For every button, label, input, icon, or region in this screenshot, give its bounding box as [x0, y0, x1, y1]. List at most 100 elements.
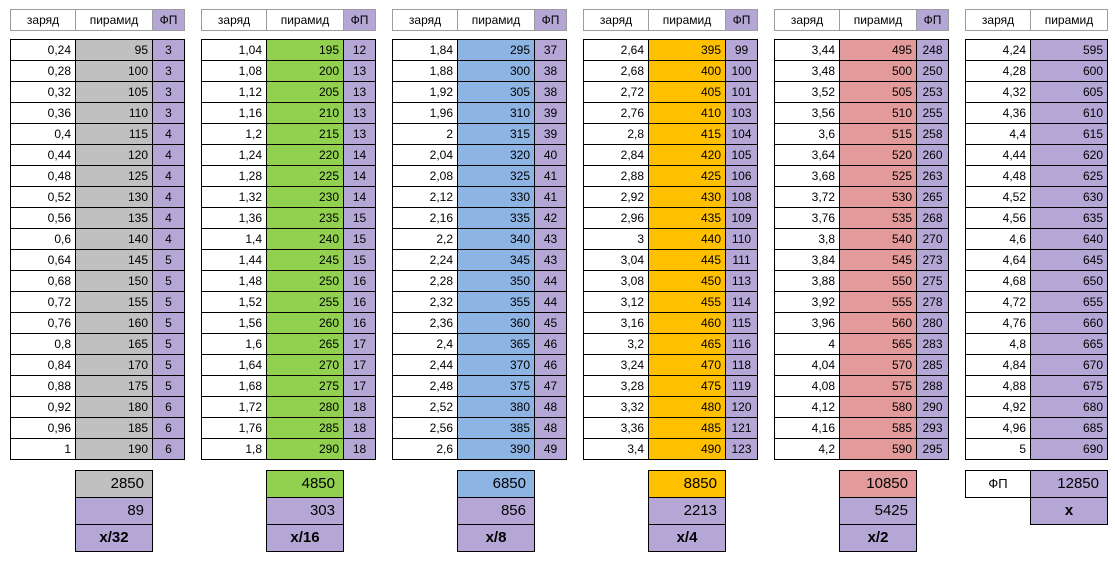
cell-piramid[interactable]: 455 — [648, 291, 726, 313]
cell-fp[interactable]: 270 — [916, 228, 949, 250]
summary-fp[interactable]: 856 — [457, 497, 535, 525]
cell-fp[interactable]: 18 — [343, 396, 376, 418]
cell-fp[interactable]: 114 — [725, 291, 758, 313]
cell-fp[interactable]: 100 — [725, 60, 758, 82]
cell-fp[interactable]: 4 — [152, 144, 185, 166]
cell-fp[interactable]: 103 — [725, 102, 758, 124]
cell-piramid[interactable]: 690 — [1030, 438, 1108, 460]
cell-fp[interactable]: 41 — [534, 165, 567, 187]
cell-zaryad[interactable]: 1,92 — [392, 81, 458, 103]
cell-zaryad[interactable]: 1,56 — [201, 312, 267, 334]
cell-zaryad[interactable]: 1,8 — [201, 438, 267, 460]
cell-fp[interactable]: 45 — [534, 312, 567, 334]
cell-fp[interactable]: 44 — [534, 270, 567, 292]
cell-piramid[interactable]: 100 — [75, 60, 153, 82]
summary-ratio[interactable]: x — [1030, 497, 1108, 525]
cell-zaryad[interactable]: 3 — [583, 228, 649, 250]
cell-fp[interactable]: 4 — [152, 207, 185, 229]
summary-fp[interactable]: 89 — [75, 497, 153, 525]
cell-zaryad[interactable]: 4 — [774, 333, 840, 355]
cell-piramid[interactable]: 515 — [839, 123, 917, 145]
cell-piramid[interactable]: 430 — [648, 186, 726, 208]
cell-piramid[interactable]: 230 — [266, 186, 344, 208]
cell-fp[interactable]: 4 — [152, 165, 185, 187]
cell-fp[interactable]: 44 — [534, 291, 567, 313]
cell-zaryad[interactable]: 0,36 — [10, 102, 76, 124]
cell-piramid[interactable]: 615 — [1030, 123, 1108, 145]
cell-piramid[interactable]: 585 — [839, 417, 917, 439]
cell-zaryad[interactable]: 3,12 — [583, 291, 649, 313]
cell-fp[interactable]: 43 — [534, 228, 567, 250]
cell-piramid[interactable]: 520 — [839, 144, 917, 166]
cell-fp[interactable]: 106 — [725, 165, 758, 187]
cell-zaryad[interactable]: 2,96 — [583, 207, 649, 229]
cell-fp[interactable]: 39 — [534, 123, 567, 145]
cell-fp[interactable]: 110 — [725, 228, 758, 250]
cell-zaryad[interactable]: 3,48 — [774, 60, 840, 82]
cell-zaryad[interactable]: 4,08 — [774, 375, 840, 397]
cell-fp[interactable]: 118 — [725, 354, 758, 376]
summary-total[interactable]: 12850 — [1030, 470, 1108, 498]
cell-piramid[interactable]: 130 — [75, 186, 153, 208]
cell-fp[interactable]: 5 — [152, 354, 185, 376]
cell-fp[interactable]: 38 — [534, 60, 567, 82]
cell-piramid[interactable]: 310 — [457, 102, 535, 124]
cell-piramid[interactable]: 400 — [648, 60, 726, 82]
cell-piramid[interactable]: 315 — [457, 123, 535, 145]
cell-zaryad[interactable]: 2,4 — [392, 333, 458, 355]
cell-fp[interactable]: 5 — [152, 270, 185, 292]
cell-zaryad[interactable]: 2,8 — [583, 123, 649, 145]
cell-piramid[interactable]: 325 — [457, 165, 535, 187]
cell-piramid[interactable]: 220 — [266, 144, 344, 166]
cell-zaryad[interactable]: 4,2 — [774, 438, 840, 460]
cell-piramid[interactable]: 605 — [1030, 81, 1108, 103]
cell-fp[interactable]: 13 — [343, 60, 376, 82]
cell-piramid[interactable]: 215 — [266, 123, 344, 145]
cell-zaryad[interactable]: 2,84 — [583, 144, 649, 166]
cell-zaryad[interactable]: 4,68 — [965, 270, 1031, 292]
cell-zaryad[interactable]: 1,84 — [392, 39, 458, 61]
cell-zaryad[interactable]: 0,52 — [10, 186, 76, 208]
cell-zaryad[interactable]: 4,64 — [965, 249, 1031, 271]
cell-piramid[interactable]: 545 — [839, 249, 917, 271]
cell-fp[interactable]: 18 — [343, 417, 376, 439]
cell-fp[interactable]: 4 — [152, 123, 185, 145]
cell-piramid[interactable]: 505 — [839, 81, 917, 103]
cell-piramid[interactable]: 185 — [75, 417, 153, 439]
cell-zaryad[interactable]: 4,16 — [774, 417, 840, 439]
cell-piramid[interactable]: 450 — [648, 270, 726, 292]
cell-zaryad[interactable]: 0,4 — [10, 123, 76, 145]
cell-piramid[interactable]: 625 — [1030, 165, 1108, 187]
cell-piramid[interactable]: 655 — [1030, 291, 1108, 313]
cell-fp[interactable]: 6 — [152, 438, 185, 460]
cell-zaryad[interactable]: 3,88 — [774, 270, 840, 292]
cell-piramid[interactable]: 320 — [457, 144, 535, 166]
cell-zaryad[interactable]: 2,48 — [392, 375, 458, 397]
cell-zaryad[interactable]: 2,52 — [392, 396, 458, 418]
cell-piramid[interactable]: 390 — [457, 438, 535, 460]
cell-fp[interactable]: 104 — [725, 123, 758, 145]
cell-piramid[interactable]: 385 — [457, 417, 535, 439]
cell-fp[interactable]: 16 — [343, 291, 376, 313]
cell-zaryad[interactable]: 0,92 — [10, 396, 76, 418]
cell-zaryad[interactable]: 0,68 — [10, 270, 76, 292]
cell-fp[interactable]: 3 — [152, 60, 185, 82]
cell-fp[interactable]: 99 — [725, 39, 758, 61]
cell-piramid[interactable]: 415 — [648, 123, 726, 145]
cell-zaryad[interactable]: 3,16 — [583, 312, 649, 334]
cell-zaryad[interactable]: 2,88 — [583, 165, 649, 187]
summary-ratio[interactable]: x/32 — [75, 524, 153, 552]
cell-fp[interactable]: 17 — [343, 354, 376, 376]
cell-zaryad[interactable]: 5 — [965, 438, 1031, 460]
cell-piramid[interactable]: 145 — [75, 249, 153, 271]
cell-fp[interactable]: 263 — [916, 165, 949, 187]
cell-fp[interactable]: 6 — [152, 396, 185, 418]
cell-piramid[interactable]: 555 — [839, 291, 917, 313]
cell-zaryad[interactable]: 1,72 — [201, 396, 267, 418]
cell-piramid[interactable]: 480 — [648, 396, 726, 418]
cell-zaryad[interactable]: 3,72 — [774, 186, 840, 208]
cell-zaryad[interactable]: 0,44 — [10, 144, 76, 166]
cell-fp[interactable]: 15 — [343, 207, 376, 229]
cell-zaryad[interactable]: 4,12 — [774, 396, 840, 418]
cell-zaryad[interactable]: 2,28 — [392, 270, 458, 292]
